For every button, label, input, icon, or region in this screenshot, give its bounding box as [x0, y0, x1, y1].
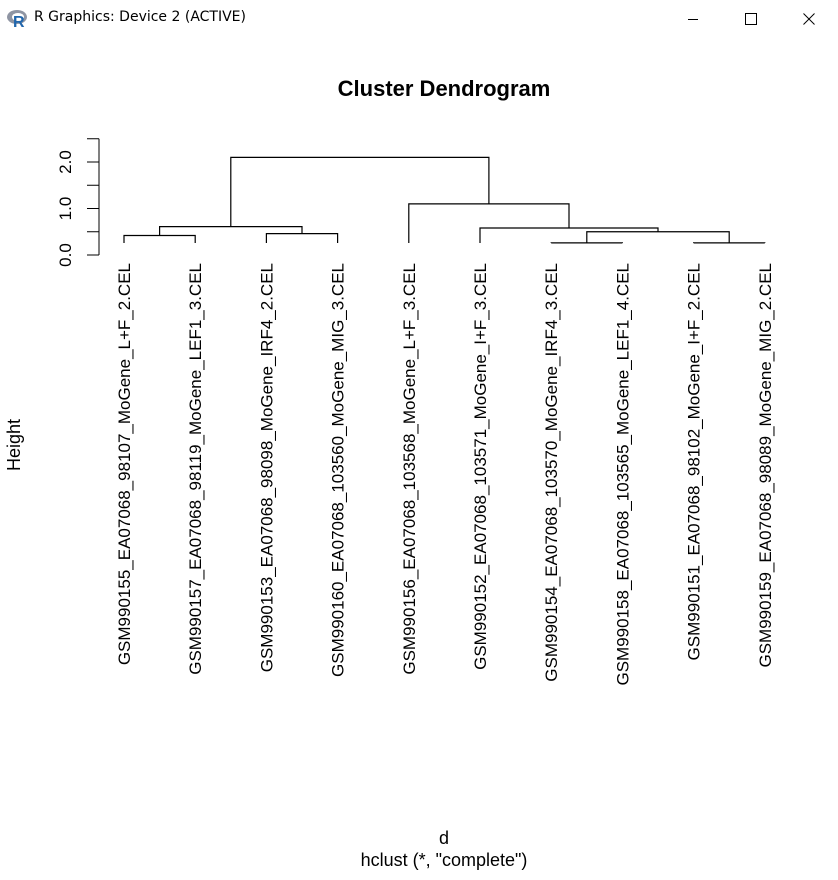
svg-text:R: R: [13, 14, 25, 30]
dendrogram-link: [587, 232, 729, 243]
window-title: R Graphics: Device 2 (ACTIVE): [34, 9, 246, 25]
leaf-label: GSM990151_EA07068_98102_MoGene_I+F_2.CEL: [685, 263, 704, 660]
y-tick-label: 1.0: [56, 197, 75, 221]
dendrogram-link: [409, 204, 569, 243]
r-logo-icon: R: [6, 8, 30, 30]
y-tick-label: 2.0: [56, 150, 75, 174]
chart-subtitle: hclust (*, "complete"): [361, 850, 528, 870]
leaf-label: GSM990154_EA07068_103570_MoGene_IRF4_3.C…: [542, 263, 561, 682]
leaf-labels: GSM990155_EA07068_98107_MoGene_L+F_2.CEL…: [115, 263, 775, 686]
dendrogram-plot: Cluster Dendrogram Height d hclust (*, "…: [0, 38, 838, 875]
leaf-label: GSM990155_EA07068_98107_MoGene_L+F_2.CEL: [115, 263, 134, 665]
y-axis-label: Height: [4, 419, 24, 471]
y-tick-label: 0.0: [56, 243, 75, 267]
leaf-label: GSM990160_EA07068_103560_MoGene_MIG_3.CE…: [329, 263, 348, 677]
plot-canvas: Cluster Dendrogram Height d hclust (*, "…: [0, 38, 838, 875]
dendrogram-link: [266, 234, 337, 243]
x-axis-label: d: [439, 828, 449, 848]
dendrogram-link: [124, 235, 195, 243]
y-axis: 0.0 1.0 2.0: [56, 139, 99, 267]
minimize-button[interactable]: [664, 0, 722, 38]
maximize-button[interactable]: [722, 0, 780, 38]
close-button[interactable]: [780, 0, 838, 38]
dendrogram-links: [124, 157, 765, 243]
leaf-label: GSM990159_EA07068_98089_MoGene_MIG_2.CEL: [756, 263, 775, 668]
leaf-label: GSM990158_EA07068_103565_MoGene_LEF1_4.C…: [613, 263, 632, 686]
close-icon: [803, 13, 815, 25]
minimize-icon: [687, 13, 699, 25]
leaf-label: GSM990153_EA07068_98098_MoGene_IRF4_2.CE…: [257, 263, 276, 672]
chart-title: Cluster Dendrogram: [338, 76, 551, 101]
dendrogram-link: [480, 228, 658, 243]
dendrogram-link: [231, 157, 489, 226]
leaf-label: GSM990152_EA07068_103571_MoGene_I+F_3.CE…: [471, 263, 490, 670]
leaf-label: GSM990156_EA07068_103568_MoGene_L+F_3.CE…: [400, 263, 419, 675]
leaf-label: GSM990157_EA07068_98119_MoGene_LEF1_3.CE…: [186, 263, 205, 675]
maximize-icon: [745, 13, 757, 25]
title-bar[interactable]: R R Graphics: Device 2 (ACTIVE): [0, 0, 838, 38]
